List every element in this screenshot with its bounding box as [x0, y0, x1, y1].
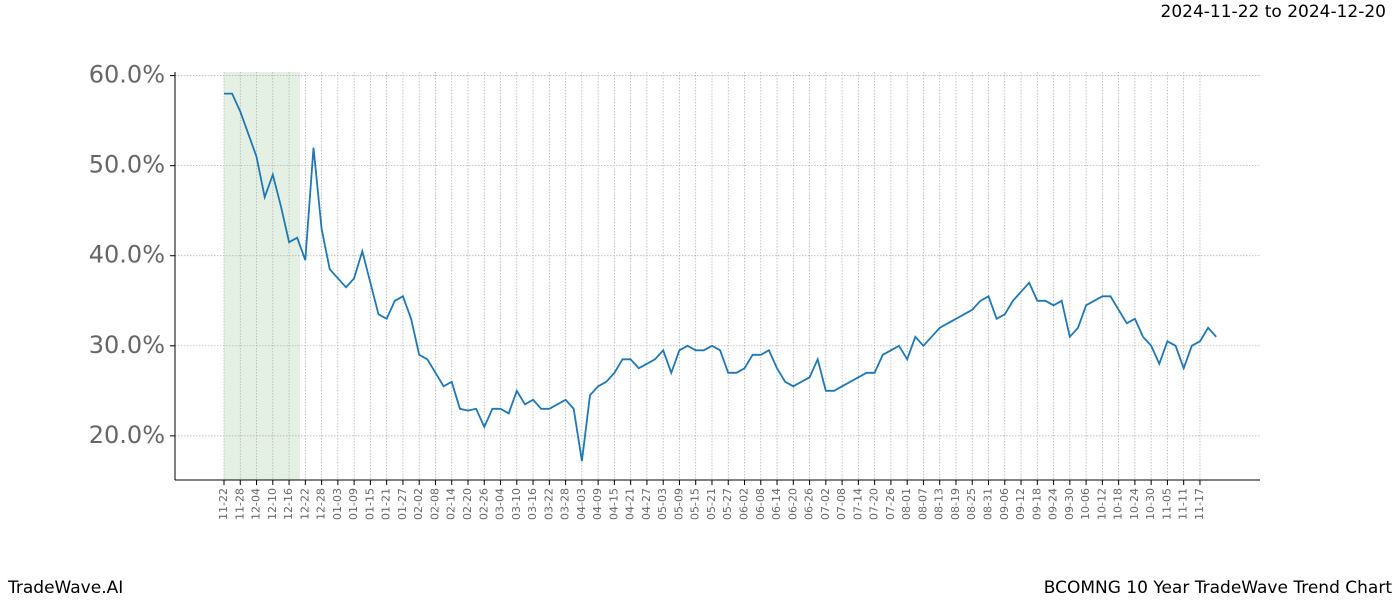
x-tick-label: 08-13 [933, 488, 946, 520]
x-tick-label: 02-26 [477, 488, 490, 520]
y-tick-label: 60.0% [89, 61, 165, 89]
x-tick-label: 04-09 [591, 488, 604, 520]
x-tick-label: 08-07 [916, 488, 929, 520]
x-tick-label: 12-28 [315, 488, 328, 520]
y-tick-label: 20.0% [89, 421, 165, 449]
x-tick-label: 04-27 [640, 488, 653, 520]
x-tick-label: 06-02 [738, 488, 751, 520]
x-tick-label: 01-27 [396, 488, 409, 520]
highlight-range [224, 72, 300, 480]
x-tick-label: 05-15 [689, 488, 702, 520]
y-tick-label: 40.0% [89, 241, 165, 269]
x-tick-label: 09-18 [1030, 488, 1043, 520]
x-tick-label: 02-20 [461, 488, 474, 520]
x-tick-label: 10-06 [1079, 488, 1092, 520]
x-tick-label: 10-18 [1112, 488, 1125, 520]
x-tick-label: 11-11 [1177, 488, 1190, 520]
x-tick-label: 09-06 [998, 488, 1011, 520]
x-tick-label: 05-21 [705, 488, 718, 520]
x-tick-label: 11-22 [217, 488, 230, 520]
x-tick-label: 10-24 [1128, 488, 1141, 520]
x-tick-label: 05-27 [721, 488, 734, 520]
x-tick-label: 11-28 [233, 488, 246, 520]
x-tick-label: 09-24 [1047, 488, 1060, 520]
x-tick-label: 08-31 [982, 488, 995, 520]
x-tick-label: 08-01 [900, 488, 913, 520]
x-tick-label: 12-10 [266, 488, 279, 520]
trend-line [224, 92, 1217, 462]
x-tick-label: 12-04 [250, 488, 263, 520]
chart-title: BCOMNG 10 Year TradeWave Trend Chart [1044, 578, 1393, 598]
x-tick-label: 11-17 [1193, 488, 1206, 520]
x-tick-label: 03-16 [526, 488, 539, 520]
x-tick-label: 03-22 [542, 488, 555, 520]
x-tick-label: 02-08 [428, 488, 441, 520]
x-tick-label: 03-10 [510, 488, 523, 520]
y-tick-label: 50.0% [89, 151, 165, 179]
x-tick-label: 06-08 [754, 488, 767, 520]
x-tick-label: 04-15 [607, 488, 620, 520]
x-tick-label: 08-19 [949, 488, 962, 520]
x-tick-label: 05-03 [656, 488, 669, 520]
x-tick-label: 10-30 [1144, 488, 1157, 520]
x-tick-label: 10-12 [1095, 488, 1108, 520]
x-tick-label: 08-25 [965, 488, 978, 520]
x-tick-label: 06-20 [786, 488, 799, 520]
x-tick-label: 12-16 [282, 488, 295, 520]
subtitle: 2024-11-22 to 2024-12-20 [1161, 2, 1386, 22]
brand: TradeWave.AI [7, 578, 123, 598]
x-tick-label: 01-15 [363, 488, 376, 520]
y-tick-label: 30.0% [89, 331, 165, 359]
x-tick-label: 05-09 [672, 488, 685, 520]
x-tick-label: 11-05 [1160, 488, 1173, 520]
x-tick-label: 03-04 [494, 488, 507, 520]
x-tick-label: 03-28 [559, 488, 572, 520]
x-tick-label: 04-03 [575, 488, 588, 520]
x-tick-label: 01-09 [347, 488, 360, 520]
x-tick-label: 06-26 [803, 488, 816, 520]
x-tick-label: 02-14 [445, 488, 458, 520]
x-tick-label: 07-14 [851, 488, 864, 520]
x-tick-label: 01-03 [331, 488, 344, 520]
x-tick-label: 01-21 [380, 488, 393, 520]
x-tick-label: 07-26 [884, 488, 897, 520]
x-tick-label: 06-14 [770, 488, 783, 520]
x-tick-label: 04-21 [624, 488, 637, 520]
x-tick-label: 09-12 [1014, 488, 1027, 520]
x-tick-label: 07-20 [868, 488, 881, 520]
x-tick-label: 09-30 [1063, 488, 1076, 520]
x-tick-label: 02-02 [412, 488, 425, 520]
x-tick-label: 07-08 [835, 488, 848, 520]
x-tick-label: 07-02 [819, 488, 832, 520]
x-tick-label: 12-22 [298, 488, 311, 520]
